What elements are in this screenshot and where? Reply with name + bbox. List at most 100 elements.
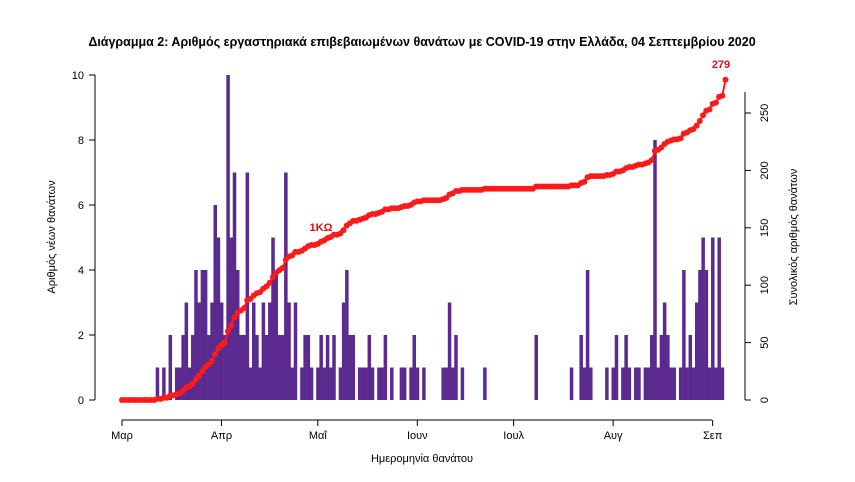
bar [367,335,372,400]
bar [213,205,217,400]
cumulative-point [224,328,231,335]
bar [191,335,195,400]
y-tick-label: 2 [78,330,84,342]
bar [634,367,638,400]
bar [380,367,384,400]
bar [261,302,266,400]
x-tick-label: Αυγ [604,430,623,442]
cumulative-point [712,99,719,106]
x-tick-label: Μαΐ [309,430,328,442]
bar [168,335,173,400]
bar [678,367,683,400]
y2-axis-ticks: 0 50 100 150 200 250 [745,104,771,403]
y-axis-label: Αριθμός νέων θανάτων [46,180,58,294]
bar [232,172,237,400]
bar [329,367,333,400]
bar [441,367,445,400]
cumulative-point [722,76,729,83]
bar [643,367,648,400]
cumulative-point [648,157,655,164]
bar [698,270,702,400]
bar [216,237,221,400]
y2-tick-label: 250 [759,104,771,122]
bar [338,367,343,400]
bar [383,335,388,400]
bar [348,335,352,400]
bar [701,237,705,400]
bar [377,367,381,400]
cumulative-point [228,322,235,329]
bar [271,237,275,400]
cumulative-point [269,274,276,281]
bar [364,367,368,400]
cumulative-point [340,227,347,234]
bar [624,335,628,400]
y2-tick-label: 200 [759,161,771,179]
bar [235,270,240,400]
bar [219,302,224,400]
bar [412,335,417,400]
cumulative-point [189,380,196,387]
bar [341,302,346,400]
bar [415,367,420,400]
bar [284,172,288,400]
bar [704,270,709,400]
cumulative-point [677,135,684,142]
y2-tick-label: 150 [759,219,771,237]
bar [293,302,298,400]
bar [306,335,311,400]
bar [322,367,327,400]
bar [614,335,619,400]
x-tick-label: Σεπ [703,430,723,442]
bar [248,367,253,400]
bar [242,335,246,400]
bar [650,335,654,400]
bar [184,302,189,400]
x-tick-label: Ιουν [407,430,428,442]
bar [309,367,314,400]
bar [451,367,455,400]
bar [605,367,609,400]
cumulative-point [706,106,713,113]
y-tick-label: 10 [72,70,84,82]
bar [197,302,201,400]
bar [534,335,538,400]
bar [390,367,394,400]
bar [223,335,227,400]
y2-tick-label: 0 [759,397,771,403]
bar [444,367,449,400]
final-total-label: 279 [712,59,730,71]
bar [707,367,712,400]
cumulative-point [266,279,273,286]
bar [325,335,330,400]
y-tick-label: 6 [78,200,84,212]
bar [194,270,198,400]
bar [409,367,413,400]
bar [345,270,349,400]
bar [685,367,689,400]
bar [662,302,667,400]
cumulative-point [231,314,238,321]
bar [207,335,211,400]
bar [653,140,657,400]
bar [252,302,256,400]
y2-axis-label: Συνολικός αριθμός θανάτων [788,168,800,305]
cumulative-point [693,122,700,129]
bar [203,270,208,400]
bar [174,367,179,400]
bar [454,335,458,400]
x-tick-label: Μαρ [111,430,133,442]
bar [669,367,673,400]
mid-annotation-label: 1ΚΩ [310,222,333,234]
bar [666,335,670,400]
x-tick-label: Ιουλ [503,430,524,442]
bar [483,367,487,400]
bar-series [155,75,725,400]
bar [155,367,160,400]
chart-title: Διάγραμμα 2: Αριθμός εργαστηριακά επιβεβ… [88,35,755,49]
bar [300,367,304,400]
bar [245,172,250,400]
bar [659,335,664,400]
bar [585,270,590,400]
bar [621,367,625,400]
